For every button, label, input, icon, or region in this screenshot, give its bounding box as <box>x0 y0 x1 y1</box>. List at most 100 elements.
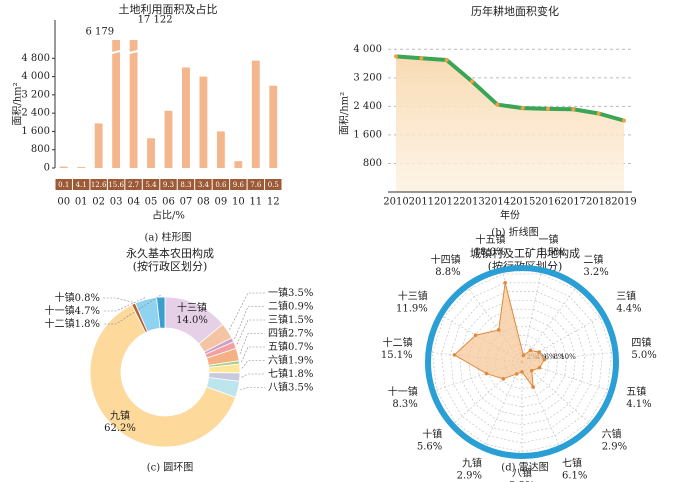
y-axis-label: 面积/hm² <box>339 92 351 135</box>
x-tick-label: 10 <box>232 197 245 208</box>
share-label: 15.6 <box>108 181 124 189</box>
share-label: 0.1 <box>58 181 69 189</box>
spoke <box>485 361 523 445</box>
r-tick-label: 6% <box>544 353 555 361</box>
bar <box>199 76 208 168</box>
spoke <box>521 316 601 363</box>
share-label: 9.3 <box>163 181 174 189</box>
marker <box>531 385 535 389</box>
x-tick-label: 2015 <box>510 197 535 208</box>
slice-label: 十一镇4.7% <box>45 304 100 317</box>
slice-name: 十三镇 <box>177 301 207 314</box>
marker <box>394 54 398 59</box>
share-box <box>212 179 230 190</box>
leader-line <box>239 333 265 355</box>
y-tick-label: 3 200 <box>21 89 50 100</box>
axis-value: 4.1% <box>626 399 651 410</box>
axis-value: 2.9% <box>602 441 627 452</box>
x-tick-label: 2019 <box>611 197 636 208</box>
share-box <box>230 179 247 190</box>
marker <box>514 372 519 376</box>
y-tick-label: 0 <box>44 163 50 174</box>
share-box <box>177 179 195 190</box>
radar-area <box>453 282 545 389</box>
slice-label: 十镇0.8% <box>55 291 100 304</box>
spoke <box>521 273 542 363</box>
bar <box>94 123 103 168</box>
x-tick-label: 2014 <box>485 197 510 208</box>
slice-value: 1.9% <box>288 355 313 366</box>
y-tick-label: 4 800 <box>21 53 50 64</box>
slice-label: 八镇3.5% <box>268 380 313 393</box>
slice-value: 1.8% <box>288 369 313 380</box>
slice-value: 4.7% <box>75 306 100 317</box>
axis-name: 八镇 <box>512 467 532 480</box>
marker <box>537 365 542 370</box>
chart-title: 城镇村及工矿用地构成 <box>470 246 580 260</box>
x-tick-label: 2012 <box>434 197 459 208</box>
slice-label: 四镇2.7% <box>268 326 313 339</box>
outer-ring <box>425 265 619 459</box>
axis-name: 一镇 <box>539 233 559 246</box>
marker <box>495 102 500 107</box>
axis-name: 七镇 <box>562 456 582 469</box>
marker <box>444 57 449 62</box>
axis-break <box>125 49 142 55</box>
slice-value: 2.7% <box>288 328 313 339</box>
axis-name: 九镇 <box>462 456 482 469</box>
y-axis-label: 面积/hm² <box>12 82 24 125</box>
area <box>396 56 624 193</box>
x-tick-label: 12 <box>267 197 280 208</box>
axis-break <box>108 49 125 55</box>
caption: (a) 柱形图 <box>145 231 192 244</box>
leader-line <box>103 297 133 303</box>
x-axis-label: 占比/% <box>152 209 185 222</box>
x-tick-label: 2017 <box>561 197 586 208</box>
leader-line <box>239 387 265 391</box>
axis-value: 5.6% <box>417 441 442 452</box>
x-tick-label: 05 <box>145 197 158 208</box>
chart-subtitle: (按行政区划分) <box>133 259 208 273</box>
share-box <box>107 179 125 190</box>
slice-value: 3.5% <box>288 382 313 393</box>
axis-value: 1.5% <box>539 247 564 258</box>
grid-ring <box>467 308 577 417</box>
share-label: 0.6 <box>215 181 227 189</box>
slice-value: 62.2% <box>104 423 136 434</box>
share-label: 7.6 <box>250 181 262 189</box>
slice-name: 七镇 <box>268 367 288 380</box>
axis-name: 六镇 <box>602 427 622 440</box>
slice-name: 二镇 <box>268 299 288 312</box>
spoke <box>468 289 523 363</box>
x-tick-label: 08 <box>197 197 210 208</box>
marker <box>501 377 506 381</box>
x-tick-label: 11 <box>249 197 262 208</box>
value-label: 17 122 <box>138 15 173 26</box>
axis-name: 十四镇 <box>431 253 461 266</box>
bar <box>182 67 190 168</box>
marker <box>571 107 576 112</box>
share-label: 9.6 <box>233 181 245 189</box>
axis-name: 二镇 <box>583 253 603 266</box>
slice-value: 0.9% <box>288 301 313 312</box>
caption: (c) 圆环图 <box>147 462 194 474</box>
slice <box>156 296 166 329</box>
bar <box>59 166 68 168</box>
x-tick-label: 06 <box>162 197 175 208</box>
caption: (d) 雷达图 <box>501 462 548 474</box>
leader-line <box>103 297 146 312</box>
axis-value: 8.3% <box>392 399 417 410</box>
axis-value: 18.0% <box>474 247 506 258</box>
x-tick-label: 2016 <box>535 197 560 208</box>
spoke <box>521 361 608 391</box>
share-label: 2.7 <box>128 181 139 189</box>
x-tick-label: 00 <box>57 197 70 208</box>
marker <box>473 333 478 338</box>
slice-value: 0.7% <box>288 342 313 353</box>
spoke <box>521 352 612 363</box>
bar <box>112 40 121 168</box>
slice-name: 六镇 <box>268 353 288 366</box>
slice-name: 十镇 <box>55 291 75 304</box>
marker <box>503 280 507 285</box>
share-box <box>90 179 107 190</box>
